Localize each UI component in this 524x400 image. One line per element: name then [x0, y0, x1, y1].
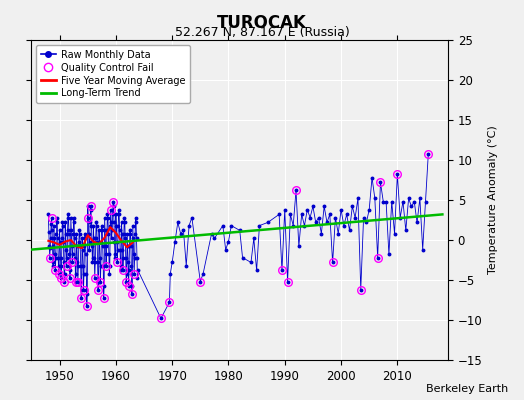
Text: Berkeley Earth: Berkeley Earth: [426, 384, 508, 394]
Text: 52.267 N, 87.167 E (Russia): 52.267 N, 87.167 E (Russia): [174, 26, 350, 39]
Y-axis label: Temperature Anomaly (°C): Temperature Anomaly (°C): [488, 126, 498, 274]
Legend: Raw Monthly Data, Quality Control Fail, Five Year Moving Average, Long-Term Tren: Raw Monthly Data, Quality Control Fail, …: [36, 45, 190, 103]
Text: TUROCAK: TUROCAK: [217, 14, 307, 32]
